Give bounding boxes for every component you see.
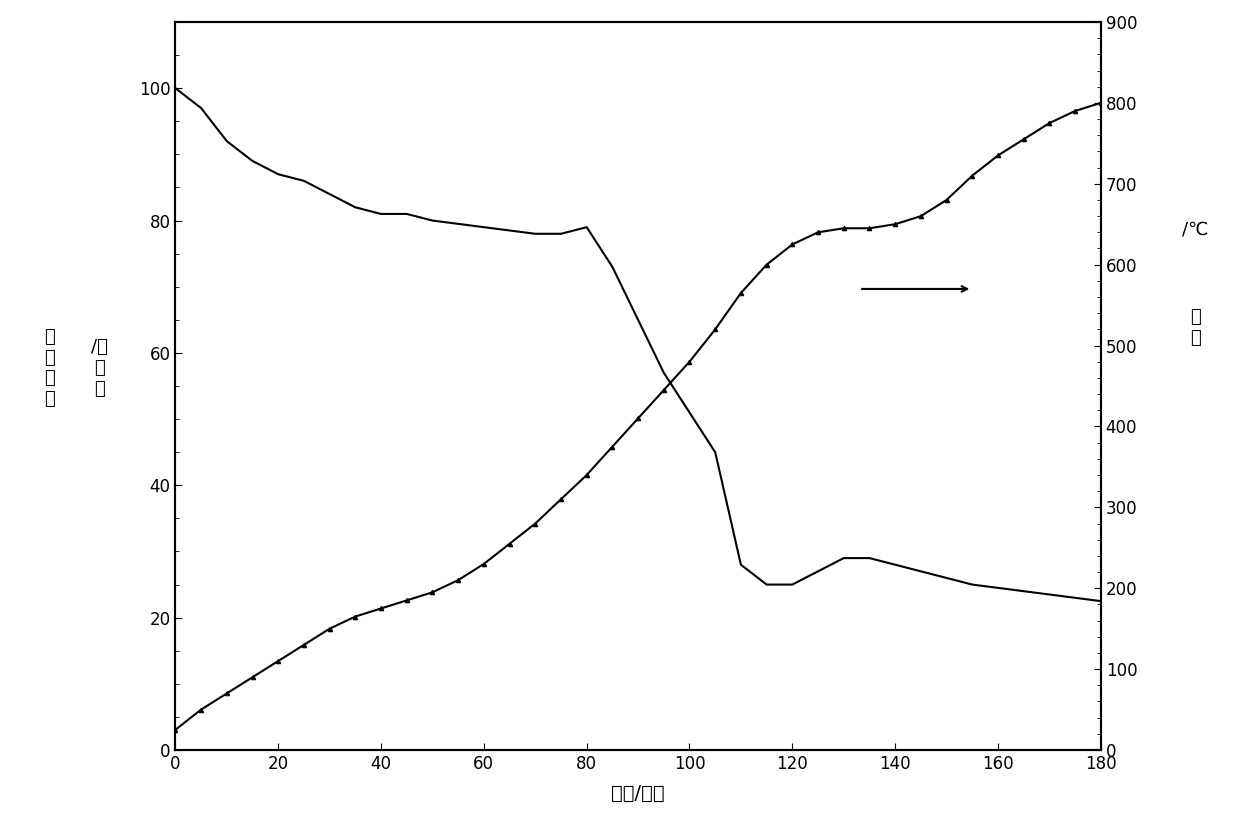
Text: 标
准
样
品: 标 准 样 品: [45, 328, 55, 408]
Text: /％
质
量: /％ 质 量: [90, 339, 108, 398]
X-axis label: 时间/分钟: 时间/分钟: [611, 784, 665, 803]
Text: /℃: /℃: [1182, 220, 1209, 238]
Text: 温
度: 温 度: [1191, 308, 1201, 347]
